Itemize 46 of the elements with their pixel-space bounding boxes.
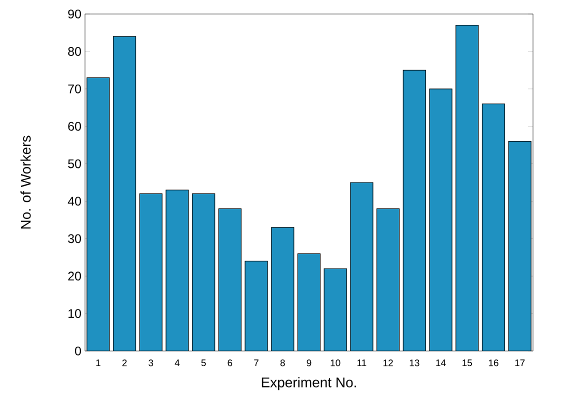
y-tick-label: 40 bbox=[68, 196, 81, 206]
bar bbox=[192, 194, 215, 351]
x-tick-label: 11 bbox=[358, 360, 366, 366]
bar bbox=[430, 88, 452, 351]
y-tick-label: 20 bbox=[68, 272, 81, 281]
bar bbox=[271, 227, 294, 351]
x-tick-label: 15 bbox=[462, 360, 472, 366]
bar bbox=[350, 182, 373, 351]
bar bbox=[403, 70, 426, 351]
x-tick-label: 16 bbox=[488, 360, 498, 366]
bar bbox=[113, 36, 136, 351]
x-tick-label: 1 bbox=[96, 360, 100, 366]
x-tick-label: 17 bbox=[515, 360, 525, 366]
y-axis-title: No. of Workers bbox=[20, 136, 31, 229]
bar bbox=[140, 194, 162, 351]
bar bbox=[482, 104, 505, 351]
x-tick-label: 8 bbox=[280, 360, 285, 366]
x-tick-label: 10 bbox=[330, 360, 340, 366]
bar bbox=[86, 78, 110, 351]
x-tick-label: 2 bbox=[122, 360, 127, 366]
x-tick-label: 3 bbox=[148, 360, 154, 366]
bar bbox=[218, 208, 242, 351]
x-tick-label: 13 bbox=[410, 360, 420, 366]
bar bbox=[166, 190, 188, 351]
x-tick-label: 4 bbox=[174, 360, 180, 366]
y-tick-label: 90 bbox=[68, 10, 81, 18]
x-tick-label: 12 bbox=[384, 360, 393, 366]
y-tick-label: 60 bbox=[68, 122, 81, 131]
x-tick-label: 14 bbox=[436, 360, 446, 366]
x-tick-label: 5 bbox=[201, 360, 206, 366]
y-tick-label: 0 bbox=[75, 346, 81, 356]
y-tick-label: 50 bbox=[68, 159, 81, 168]
bar bbox=[376, 208, 400, 351]
x-tick-label: 9 bbox=[306, 360, 312, 366]
y-tick-label: 80 bbox=[68, 47, 81, 56]
y-tick-label: 70 bbox=[68, 84, 81, 94]
bar bbox=[324, 268, 347, 351]
bar bbox=[508, 141, 532, 351]
bar bbox=[298, 254, 320, 351]
y-tick-label: 10 bbox=[68, 309, 81, 318]
x-tick-label: 6 bbox=[228, 360, 232, 366]
bar bbox=[245, 261, 268, 351]
bar bbox=[456, 25, 478, 351]
x-tick-label: 7 bbox=[254, 360, 258, 366]
y-tick-label: 30 bbox=[68, 234, 81, 244]
x-axis-title: Experiment No. bbox=[262, 377, 356, 390]
